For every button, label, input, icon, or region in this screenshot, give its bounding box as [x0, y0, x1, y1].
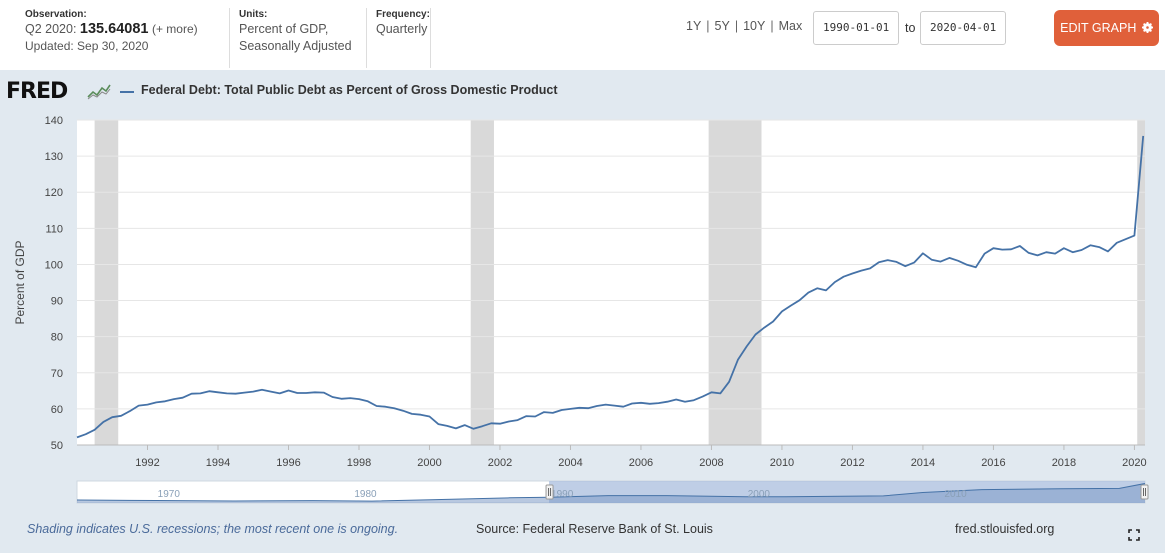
x-tick-label-2004: 2004	[558, 457, 582, 469]
observation-line: Q2 2020: 135.64081 (+ more)	[25, 21, 229, 38]
edit-graph-label: EDIT GRAPH	[1060, 21, 1137, 35]
source-text: Source: Federal Reserve Bank of St. Loui…	[476, 522, 713, 536]
recession-band-0	[94, 120, 119, 445]
observation-period: Q2 2020:	[25, 22, 77, 36]
observation-value: 135.64081	[79, 21, 149, 37]
frequency-label: Frequency:	[376, 9, 430, 20]
range-max-link[interactable]: Max	[778, 19, 803, 33]
x-tick-label-2008: 2008	[699, 457, 723, 469]
line-chart: 50 60 70 80 90 100 110 120 130 140 1992 1994 1996 199…	[13, 115, 1149, 504]
edit-graph-button[interactable]: EDIT GRAPH	[1054, 10, 1159, 46]
navigator-label-1980: 1980	[354, 489, 377, 500]
gear-icon	[1141, 22, 1153, 33]
y-tick-label-90: 90	[51, 296, 63, 308]
x-tick-label-1996: 1996	[276, 457, 300, 469]
legend-series-label: Federal Debt: Total Public Debt as Perce…	[141, 83, 558, 97]
navigator-handle-right[interactable]	[1140, 484, 1149, 500]
recession-note: Shading indicates U.S. recessions; the m…	[27, 522, 399, 536]
range-10y-link[interactable]: 10Y	[743, 19, 766, 33]
recession-band-1	[470, 120, 494, 445]
navigator-label-2000: 2000	[748, 489, 771, 500]
frequency-value: Quarterly	[376, 22, 428, 36]
x-tick-label-2014: 2014	[911, 457, 935, 469]
navigator-handle-left[interactable]	[545, 484, 554, 500]
observation-more-link[interactable]: (+ more)	[151, 22, 198, 36]
y-tick-label-50: 50	[51, 440, 63, 452]
units-line-1: Percent of GDP,	[239, 22, 329, 36]
y-tick-label-110: 110	[45, 223, 63, 235]
fullscreen-icon[interactable]	[1128, 529, 1140, 541]
y-tick-label-140: 140	[45, 115, 63, 127]
y-tick-label-120: 120	[45, 187, 63, 199]
site-link[interactable]: fred.stlouisfed.org	[955, 522, 1055, 536]
chart-panel: FRED Federal Debt: Total Public Debt as …	[0, 70, 1165, 553]
plot-background	[77, 120, 1145, 445]
updated-date: Updated: Sep 30, 2020	[25, 39, 149, 53]
x-tick-label-1998: 1998	[347, 457, 371, 469]
recession-band-3	[1137, 120, 1145, 445]
start-date-input[interactable]: 1990-01-01	[813, 11, 899, 45]
x-tick-label-2018: 2018	[1052, 457, 1076, 469]
y-tick-label-60: 60	[51, 404, 63, 416]
x-tick-label-2016: 2016	[981, 457, 1005, 469]
units-label: Units:	[239, 9, 268, 20]
navigator-label-2010: 2010	[944, 489, 967, 500]
recession-band-2	[708, 120, 762, 445]
info-bar: Observation: Q2 2020: 135.64081 (+ more)…	[0, 0, 1165, 70]
y-axis-title: Percent of GDP	[13, 240, 27, 324]
y-tick-label-70: 70	[51, 368, 63, 380]
y-tick-label-100: 100	[45, 259, 63, 271]
x-tick-label-2012: 2012	[840, 457, 864, 469]
x-tick-label-2002: 2002	[488, 457, 512, 469]
x-tick-label-1994: 1994	[206, 457, 230, 469]
date-to-label: to	[905, 21, 916, 35]
navigator-area	[77, 483, 1145, 503]
y-tick-label-130: 130	[45, 151, 63, 163]
series-line-0	[76, 135, 1145, 439]
navigator-line	[76, 483, 1146, 502]
navigator-label-1970: 1970	[158, 489, 181, 500]
navigator-label-1990: 1990	[551, 489, 574, 500]
x-tick-label-2006: 2006	[629, 457, 653, 469]
units-line-2: Seasonally Adjusted	[239, 39, 352, 53]
observation-label: Observation:	[25, 9, 87, 20]
range-1y-link[interactable]: 1Y	[686, 19, 702, 33]
x-tick-label-2020: 2020	[1122, 457, 1146, 469]
x-tick-label-2010: 2010	[770, 457, 794, 469]
frequency-block: Frequency: Quarterly	[367, 8, 431, 68]
range-links: 1Y | 5Y | 10Y | Max	[686, 19, 803, 33]
units-block: Units: Percent of GDP, Seasonally Adjust…	[230, 8, 367, 68]
x-tick-label-1992: 1992	[135, 457, 159, 469]
x-tick-label-2000: 2000	[417, 457, 441, 469]
end-date-input[interactable]: 2020-04-01	[920, 11, 1006, 45]
y-tick-label-80: 80	[51, 332, 63, 344]
legend-series-swatch	[120, 91, 134, 93]
fred-sparkline-icon	[87, 82, 111, 100]
fred-logo: FRED	[6, 79, 68, 104]
range-5y-link[interactable]: 5Y	[714, 19, 730, 33]
observation-block: Observation: Q2 2020: 135.64081 (+ more)…	[0, 8, 230, 68]
